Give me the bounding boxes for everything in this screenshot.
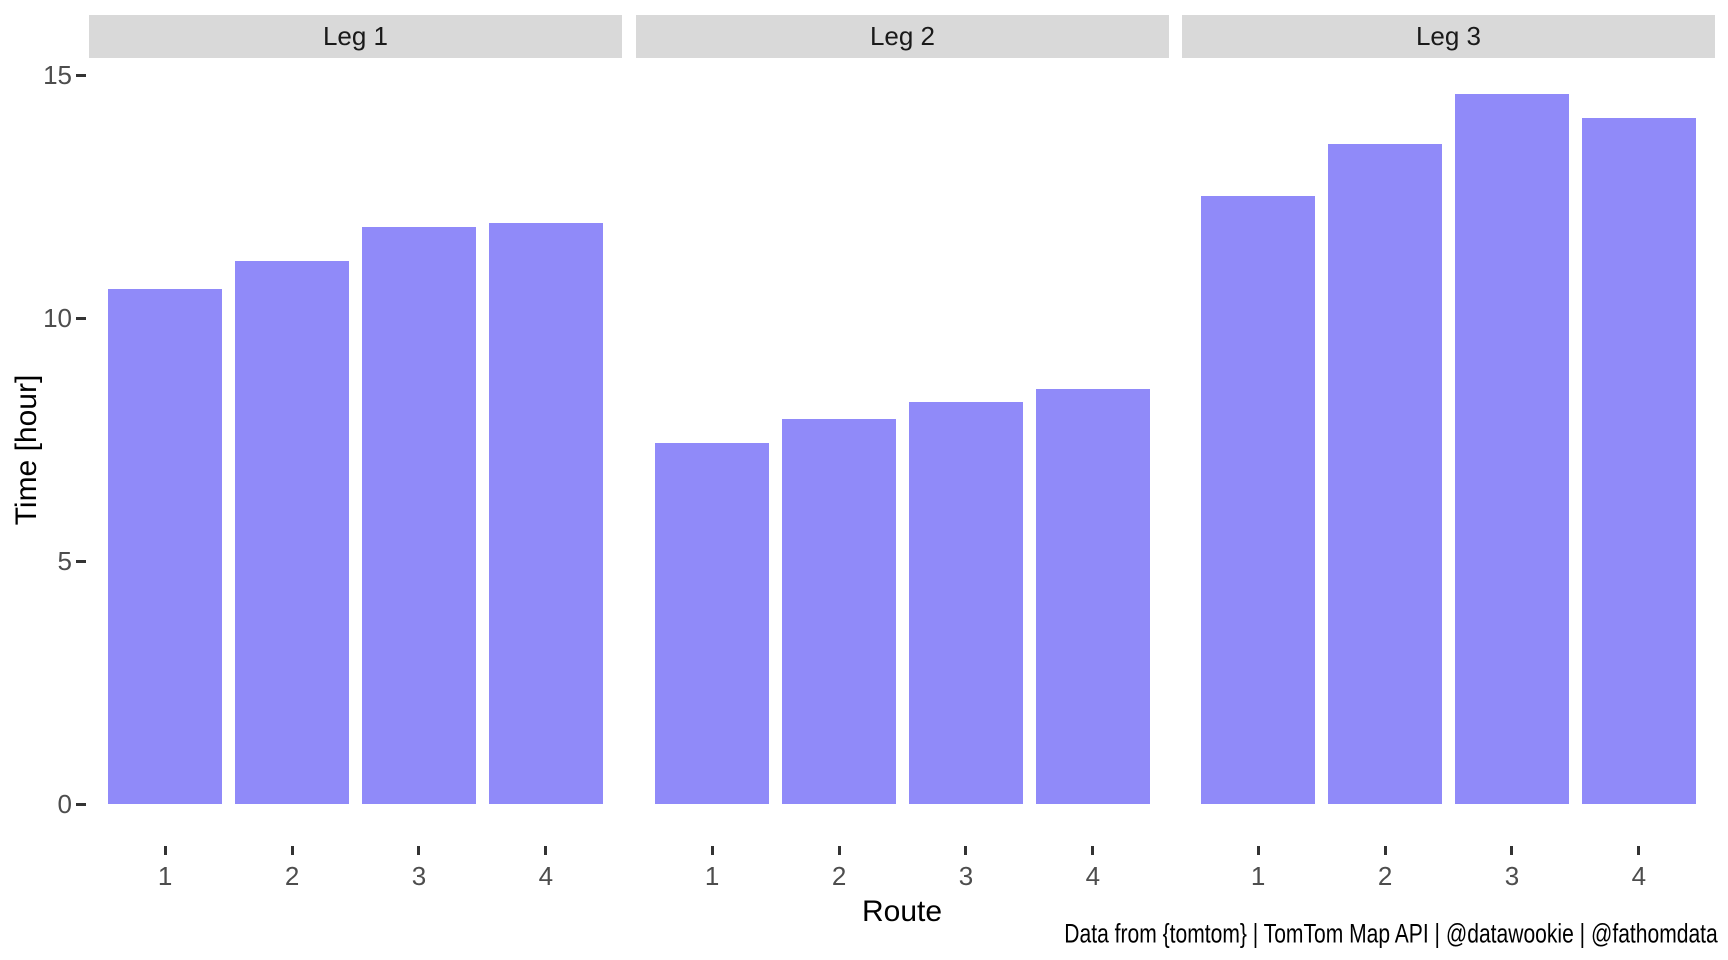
y-tick-mark xyxy=(76,559,86,563)
x-tick-label: 1 xyxy=(704,861,720,891)
y-tick-mark xyxy=(76,802,86,806)
bar-leg3-route-4 xyxy=(1581,117,1696,804)
facet-strip: Leg 1 xyxy=(89,15,622,58)
x-tick-label: 4 xyxy=(1631,861,1647,891)
x-tick-label: 4 xyxy=(538,861,554,891)
bar-leg2-route-3 xyxy=(908,402,1024,804)
x-axis-title: Route xyxy=(861,895,943,928)
x-tick-mark xyxy=(837,846,841,855)
facet-strip-label: Leg 1 xyxy=(322,21,389,51)
x-tick-mark xyxy=(964,846,968,855)
bar-leg3-route-1 xyxy=(1201,196,1316,804)
x-tick-mark xyxy=(1510,846,1514,855)
y-tick-label: 0 xyxy=(57,789,72,819)
bar-leg1-route-4 xyxy=(488,223,603,804)
chart-caption: Data from {tomtom} | TomTom Map API | @d… xyxy=(1064,918,1718,949)
x-tick-mark xyxy=(417,846,421,855)
facet-strip-label: Leg 3 xyxy=(1415,21,1482,51)
x-tick-mark xyxy=(1256,846,1260,855)
x-tick-mark xyxy=(1383,846,1387,855)
bar-leg1-route-2 xyxy=(234,261,350,804)
x-tick-label: 4 xyxy=(1085,861,1101,891)
x-tick-label: 3 xyxy=(958,861,974,891)
y-tick-label: 10 xyxy=(43,303,72,333)
facet-strip: Leg 3 xyxy=(1182,15,1715,58)
x-tick-mark xyxy=(1637,846,1641,855)
bar-leg1-route-1 xyxy=(108,288,223,804)
x-tick-mark xyxy=(544,846,548,855)
x-tick-label: 1 xyxy=(1250,861,1266,891)
y-tick-mark xyxy=(76,316,86,320)
bar-leg3-route-3 xyxy=(1454,93,1570,804)
x-tick-mark xyxy=(710,846,714,855)
y-axis-title: Time [hour] xyxy=(10,374,43,526)
x-tick-label: 1 xyxy=(157,861,173,891)
bar-leg2-route-1 xyxy=(655,442,770,804)
x-tick-label: 2 xyxy=(284,861,300,891)
y-tick-label: 5 xyxy=(57,546,72,576)
facet-strip-label: Leg 2 xyxy=(869,21,936,51)
bar-leg2-route-4 xyxy=(1035,388,1150,804)
x-tick-mark xyxy=(1091,846,1095,855)
facet-strip: Leg 2 xyxy=(636,15,1169,58)
x-tick-mark xyxy=(290,846,294,855)
x-tick-label: 3 xyxy=(1504,861,1520,891)
bar-leg1-route-3 xyxy=(361,227,477,804)
y-tick-label: 15 xyxy=(43,60,72,90)
x-tick-mark xyxy=(163,846,167,855)
bar-leg3-route-2 xyxy=(1327,144,1443,804)
bar-leg2-route-2 xyxy=(781,419,897,804)
y-tick-mark xyxy=(76,73,86,77)
x-tick-label: 3 xyxy=(411,861,427,891)
x-tick-label: 2 xyxy=(831,861,847,891)
x-tick-label: 2 xyxy=(1377,861,1393,891)
